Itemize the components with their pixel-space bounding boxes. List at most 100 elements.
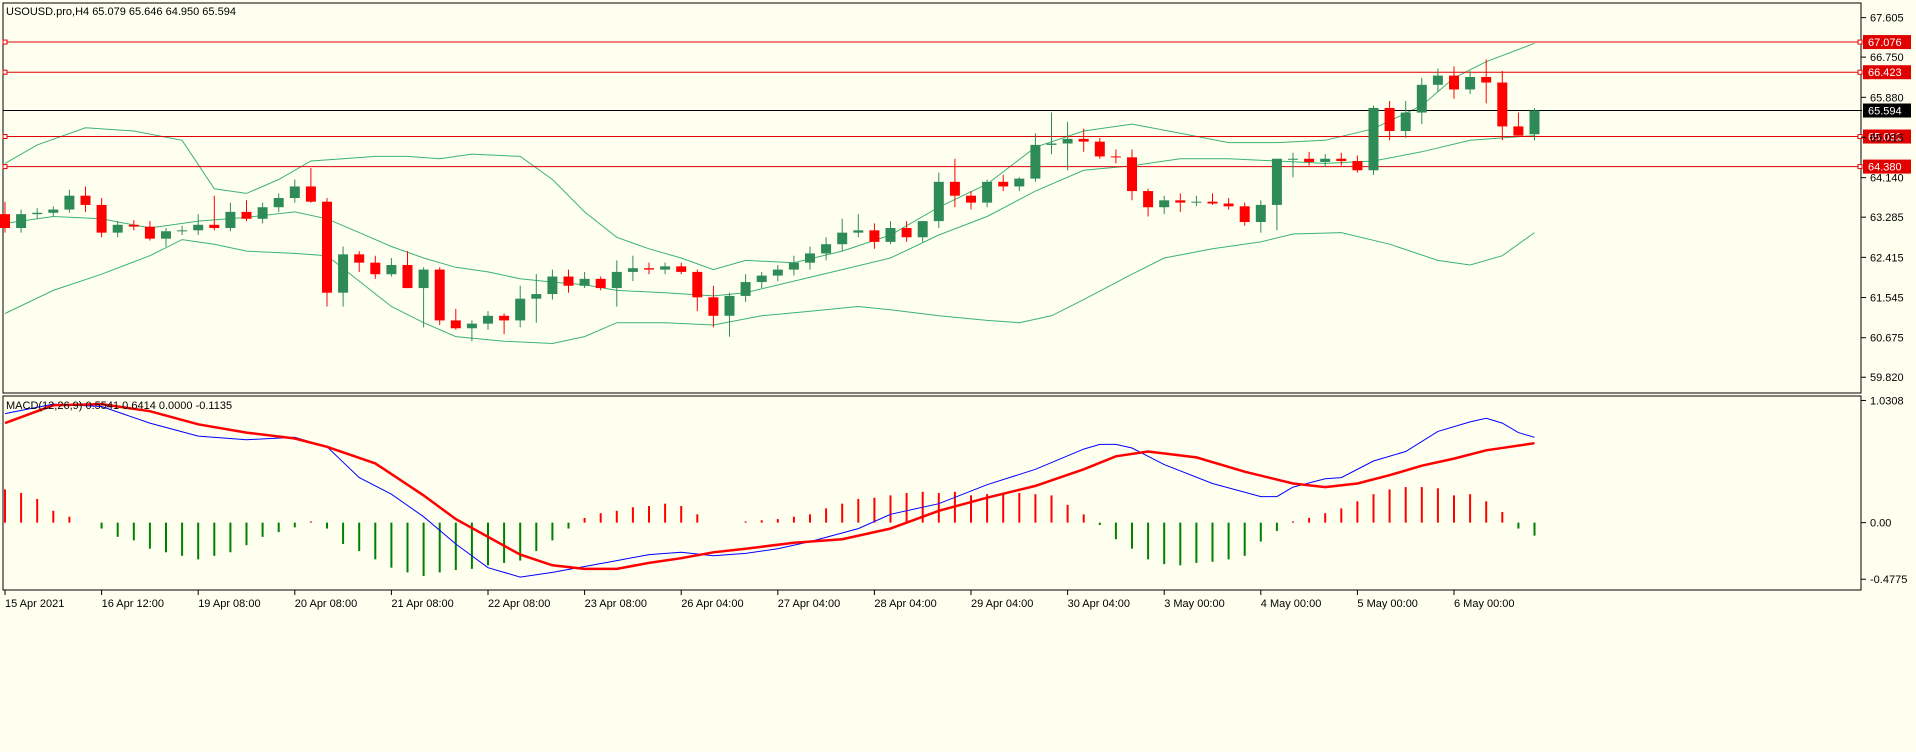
bull-candle — [579, 278, 590, 286]
bull-candle — [1320, 158, 1331, 162]
time-axis-label: 30 Apr 04:00 — [1068, 598, 1130, 610]
bull-candle — [225, 211, 236, 229]
current-price-tag — [1863, 103, 1911, 118]
bull-candle — [805, 253, 815, 263]
level-anchor-marker — [1857, 164, 1863, 170]
bull-candle — [837, 232, 848, 245]
bull-candle — [1030, 144, 1041, 179]
bull-candle — [193, 224, 204, 231]
current-price-label: 65.594 — [1868, 106, 1902, 118]
bear-candle — [434, 269, 445, 321]
macd-panel[interactable] — [2, 395, 1862, 591]
bear-candle — [1207, 201, 1218, 204]
bull-candle — [289, 186, 300, 198]
bear-candle — [563, 276, 574, 286]
price-axis-label: 61.545 — [1870, 293, 1904, 305]
bull-candle — [338, 254, 349, 293]
bull-candle — [627, 268, 638, 272]
bear-candle — [1497, 82, 1508, 127]
bear-candle — [1143, 191, 1154, 208]
price-axis-label: 65.880 — [1870, 92, 1904, 104]
bull-candle — [515, 298, 526, 321]
time-axis-label: 4 May 00:00 — [1261, 598, 1322, 610]
bull-candle — [418, 269, 429, 289]
bull-candle — [112, 224, 123, 233]
level-anchor-marker — [1857, 39, 1863, 45]
bull-candle — [1368, 107, 1379, 171]
time-axis-label: 15 Apr 2021 — [5, 598, 64, 610]
bull-candle — [1400, 112, 1411, 132]
bull-candle — [1416, 84, 1427, 113]
time-axis-label: 28 Apr 04:00 — [874, 598, 936, 610]
bear-candle — [676, 266, 687, 272]
macd-main-line — [4, 403, 1535, 578]
bear-candle — [1223, 203, 1234, 207]
level-anchor-marker — [2, 69, 8, 75]
bull-candle — [772, 269, 783, 276]
bull-candle — [933, 181, 944, 222]
level-anchor-marker — [1857, 134, 1863, 140]
bear-candle — [1352, 161, 1363, 171]
macd-axis-label: 1.0308 — [1870, 395, 1904, 407]
macd-header: MACD(12,26,9) 0.5541 0.6414 0.0000 -0.11… — [6, 400, 232, 412]
level-anchor-marker — [2, 164, 8, 170]
bear-candle — [949, 181, 960, 196]
bull-candle — [161, 231, 171, 239]
bull-candle — [16, 214, 27, 229]
bear-candle — [708, 297, 719, 316]
level-anchor-marker — [1857, 69, 1863, 75]
bear-candle — [1239, 206, 1250, 223]
bear-candle — [1304, 158, 1315, 162]
macd-axis-label: -0.4775 — [1870, 574, 1907, 586]
bollinger-middle-band — [4, 135, 1535, 297]
bull-candle — [1159, 200, 1170, 208]
bear-candle — [241, 211, 252, 219]
time-axis-label: 20 Apr 08:00 — [295, 598, 357, 610]
bear-candle — [1127, 157, 1137, 192]
bear-candle — [1513, 126, 1524, 136]
bull-candle — [32, 212, 43, 215]
bull-candle — [853, 230, 864, 233]
bull-candle — [1288, 158, 1298, 160]
bear-candle — [209, 224, 220, 229]
price-axis-label: 60.675 — [1870, 333, 1904, 345]
price-axis-label: 62.415 — [1870, 252, 1904, 264]
price-level-label: 66.423 — [1868, 67, 1902, 79]
price-level-tag — [1863, 35, 1911, 50]
bull-candle — [64, 195, 75, 210]
bear-candle — [644, 268, 654, 270]
bear-candle — [901, 228, 912, 238]
time-axis-label: 6 May 00:00 — [1454, 598, 1515, 610]
price-level-label: 64.380 — [1868, 162, 1902, 174]
bear-candle — [1094, 141, 1105, 157]
time-axis-label: 29 Apr 04:00 — [971, 598, 1033, 610]
bull-candle — [917, 221, 928, 238]
price-level-tag — [1863, 159, 1911, 174]
bear-candle — [595, 278, 606, 289]
bear-candle — [869, 230, 880, 242]
macd-axis-label: 0.00 — [1870, 518, 1891, 530]
level-anchor-marker — [2, 39, 8, 45]
bull-candle — [547, 276, 558, 295]
bear-candle — [80, 195, 91, 205]
price-level-tag — [1863, 129, 1911, 144]
bear-candle — [305, 186, 316, 202]
bear-candle — [0, 214, 10, 229]
bull-candle — [1432, 75, 1443, 85]
bull-candle — [1529, 110, 1540, 135]
bear-candle — [1449, 75, 1459, 90]
bear-candle — [1384, 107, 1395, 132]
bear-candle — [370, 262, 381, 275]
time-axis-label: 3 May 00:00 — [1164, 598, 1225, 610]
price-axis-label: 64.140 — [1870, 173, 1904, 185]
bull-candle — [257, 207, 268, 219]
bear-candle — [354, 254, 365, 263]
macd-signal-line — [4, 402, 1535, 571]
bull-candle — [660, 266, 671, 270]
bull-candle — [885, 228, 896, 242]
bull-candle — [1255, 204, 1266, 223]
bull-candle — [531, 294, 542, 299]
bull-candle — [386, 264, 397, 275]
